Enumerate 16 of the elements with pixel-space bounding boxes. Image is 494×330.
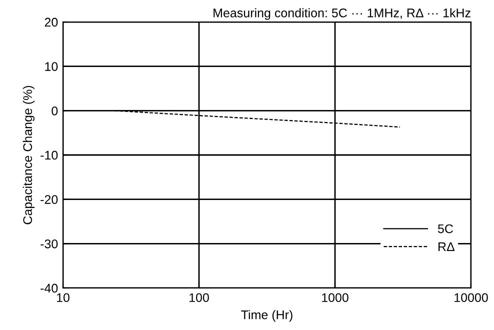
y-tick-label: 0: [52, 106, 58, 116]
legend-label: RΔ: [438, 242, 454, 251]
y-tick-label: -30: [40, 239, 58, 248]
x-tick-label: 10: [57, 293, 70, 302]
x-tick-label: 10000: [454, 293, 488, 302]
legend-label: 5C: [438, 224, 453, 234]
y-tick-label: -40: [40, 284, 58, 293]
y-tick-label: -10: [40, 150, 58, 160]
y-axis-title: Capacitance Change (%): [22, 86, 35, 224]
y-tick-label: -20: [40, 195, 58, 204]
y-tick-label: 20: [44, 18, 58, 27]
x-tick-label: 1000: [322, 293, 348, 302]
y-tick-label: 10: [45, 62, 58, 71]
text: Measuring condition: 5C ··· 1MHz, RΔ ··· 1kHz: [214, 8, 470, 20]
x-axis-title: Time (Hr): [241, 310, 292, 322]
x-tick-label: 100: [190, 293, 209, 302]
